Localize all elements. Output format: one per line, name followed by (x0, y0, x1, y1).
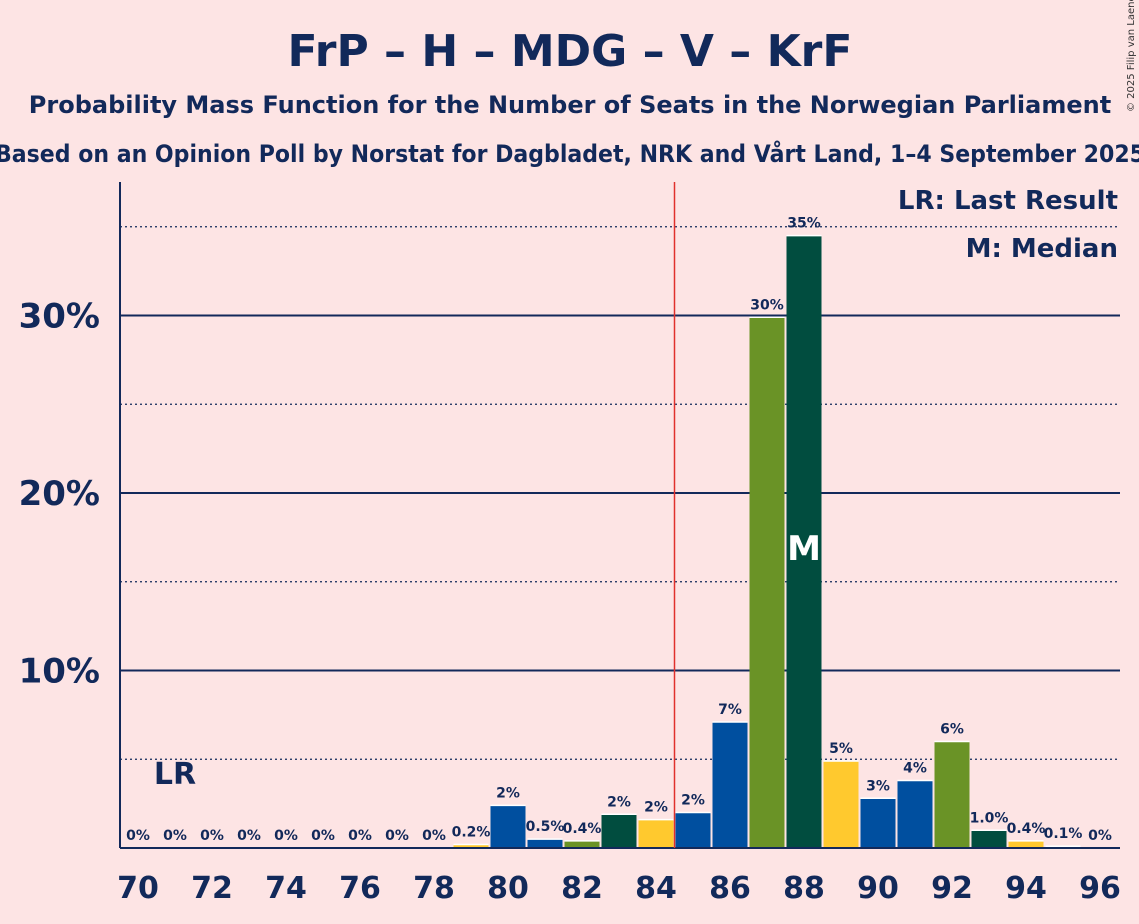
bar-93 (971, 830, 1007, 848)
y-axis-ticks: 10% 20% 30% (19, 297, 100, 692)
data-label-77: 0% (385, 828, 409, 844)
data-label-72: 0% (200, 828, 224, 844)
data-label-71: 0% (163, 828, 187, 844)
bar-81 (527, 839, 563, 848)
bar-80 (490, 805, 526, 848)
chart-title: FrP – H – MDG – V – KrF (288, 26, 853, 77)
bar-85 (675, 812, 711, 848)
data-label-80: 2% (496, 785, 520, 801)
data-label-81: 0.5% (526, 819, 565, 835)
bar-79 (453, 844, 489, 848)
chart-subtitle: Probability Mass Function for the Number… (29, 91, 1111, 119)
data-label-91: 4% (903, 761, 927, 777)
bars (453, 234, 1081, 848)
x-tick-label: 92 (931, 871, 973, 906)
bar-94 (1008, 840, 1044, 848)
x-tick-label: 86 (709, 871, 751, 906)
bar-86 (712, 721, 748, 848)
legend-median: M: Median (966, 234, 1118, 264)
x-tick-label: 88 (783, 871, 825, 906)
data-label-90: 3% (866, 778, 890, 794)
chart-subtitle-poll: Based on an Opinion Poll by Norstat for … (0, 139, 1139, 168)
x-tick-label: 74 (265, 871, 307, 906)
data-label-85: 2% (681, 793, 705, 809)
last-result-label: LR (154, 757, 196, 792)
x-tick-label: 76 (339, 871, 381, 906)
gridlines (120, 226, 1120, 760)
copyright-note: © 2025 Filip van Laenen (1126, 0, 1137, 112)
bar-90 (860, 798, 896, 848)
data-label-79: 0.2% (452, 824, 491, 840)
data-label-89: 5% (829, 741, 853, 757)
data-label-96: 0% (1088, 828, 1112, 844)
data-label-70: 0% (126, 828, 150, 844)
data-label-82: 0.4% (563, 821, 602, 837)
data-label-86: 7% (718, 702, 742, 718)
bar-87 (749, 317, 785, 848)
bar-92 (934, 741, 970, 848)
legend-last-result: LR: Last Result (898, 186, 1118, 216)
x-tick-label: 78 (413, 871, 455, 906)
median-label: M (787, 529, 821, 569)
data-label-93: 1.0% (970, 810, 1009, 826)
data-label-84: 2% (644, 800, 668, 816)
bar-84 (638, 819, 674, 848)
x-tick-label: 96 (1079, 871, 1121, 906)
y-tick-label: 10% (19, 652, 100, 692)
bar-82 (564, 840, 600, 848)
data-label-75: 0% (311, 828, 335, 844)
data-label-76: 0% (348, 828, 372, 844)
x-tick-label: 70 (117, 871, 159, 906)
bar-88 (786, 235, 822, 848)
data-label-74: 0% (274, 828, 298, 844)
data-label-87: 30% (750, 297, 784, 313)
data-label-92: 6% (940, 722, 964, 738)
bar-83 (601, 814, 637, 848)
x-tick-label: 82 (561, 871, 603, 906)
x-axis-ticks: 70 72 74 76 78 80 82 84 86 88 90 92 94 96 (117, 871, 1121, 906)
bar-91 (897, 780, 933, 848)
x-tick-label: 84 (635, 871, 677, 906)
x-tick-label: 94 (1005, 871, 1047, 906)
data-label-73: 0% (237, 828, 261, 844)
data-label-94: 0.4% (1007, 821, 1046, 837)
x-tick-label: 90 (857, 871, 899, 906)
y-tick-label: 20% (19, 474, 100, 514)
data-label-78: 0% (422, 828, 446, 844)
x-tick-label: 72 (191, 871, 233, 906)
y-tick-label: 30% (19, 297, 100, 337)
data-labels: 0% 0% 0% 0% 0% 0% 0% 0% 0% 0.2%2%0.5%0.4%2% 2% 2%7%… (126, 216, 1112, 844)
data-label-83: 2% (607, 794, 631, 810)
data-label-95: 0.1% (1044, 826, 1083, 842)
data-label-88: 35% (787, 216, 821, 232)
x-tick-label: 80 (487, 871, 529, 906)
bar-89 (823, 761, 859, 848)
